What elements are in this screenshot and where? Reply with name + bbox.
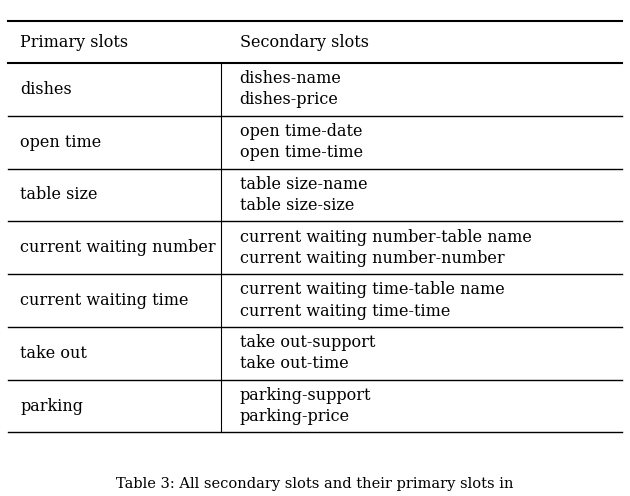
Text: take out-support: take out-support [240,334,375,351]
Text: current waiting number: current waiting number [20,239,216,256]
Text: parking-support: parking-support [240,387,371,404]
Text: open time-date: open time-date [240,123,362,140]
Text: open time-time: open time-time [240,144,363,161]
Text: open time: open time [20,134,101,151]
Text: dishes-price: dishes-price [240,91,338,109]
Text: dishes-name: dishes-name [240,70,341,87]
Text: current waiting time: current waiting time [20,292,189,309]
Text: parking-price: parking-price [240,408,350,425]
Text: table size-size: table size-size [240,197,354,214]
Text: table size: table size [20,186,98,203]
Text: dishes: dishes [20,81,72,98]
Text: current waiting time-table name: current waiting time-table name [240,281,505,299]
Text: current waiting time-time: current waiting time-time [240,303,450,319]
Text: parking: parking [20,398,83,415]
Text: current waiting number-table name: current waiting number-table name [240,229,532,246]
Text: take out: take out [20,345,87,362]
Text: current waiting number-number: current waiting number-number [240,250,505,267]
Text: take out-time: take out-time [240,355,348,372]
Text: table size-name: table size-name [240,176,367,193]
Text: Table 3: All secondary slots and their primary slots in: Table 3: All secondary slots and their p… [117,477,513,491]
Text: Secondary slots: Secondary slots [240,34,369,51]
Text: Primary slots: Primary slots [20,34,129,51]
